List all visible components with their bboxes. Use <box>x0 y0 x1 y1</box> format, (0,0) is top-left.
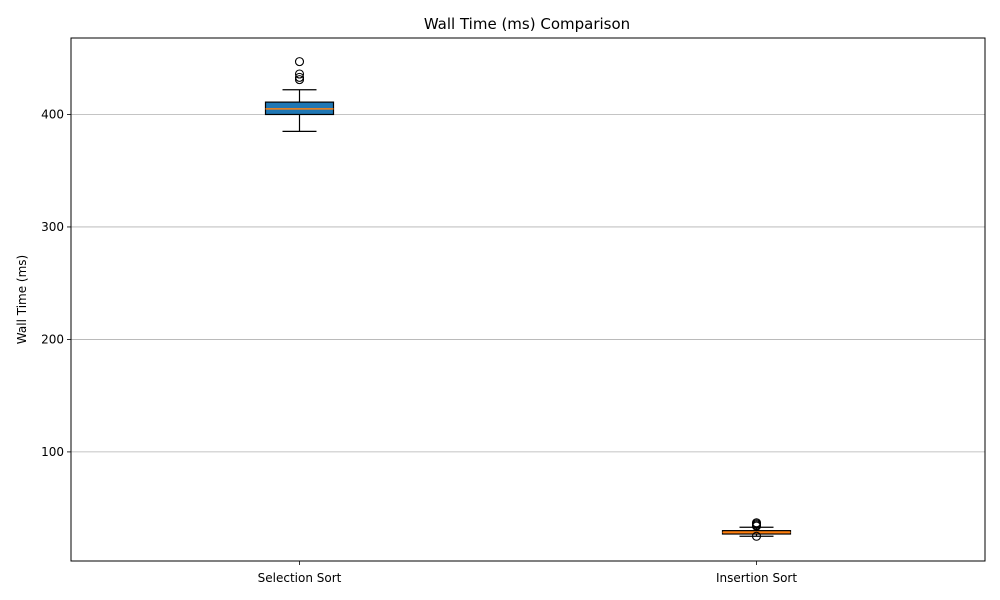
box-selection-sort <box>264 57 335 132</box>
outlier-point <box>294 75 305 85</box>
outlier-point <box>751 531 762 541</box>
x-tick-label: Insertion Sort <box>716 571 797 585</box>
y-tick-label: 300 <box>41 220 64 234</box>
y-tick-label: 400 <box>41 107 64 121</box>
y-tick-label: 200 <box>41 332 64 346</box>
box-insertion-sort <box>721 518 792 541</box>
chart-title: Wall Time (ms) Comparison <box>424 15 630 33</box>
y-axis-label: Wall Time (ms) <box>15 255 29 344</box>
outlier-point <box>294 69 305 79</box>
box-series <box>264 57 792 541</box>
plot-area-frame <box>70 37 986 562</box>
outlier-point <box>294 57 305 67</box>
outlier-point <box>751 518 762 528</box>
x-axis-ticks: Selection Sort Insertion Sort <box>258 561 797 585</box>
y-tick-label: 100 <box>41 445 64 459</box>
y-axis-ticks: 100 200 300 400 <box>41 107 71 459</box>
gridlines <box>71 114 985 453</box>
x-tick-label: Selection Sort <box>258 571 342 585</box>
outlier-point <box>294 72 305 82</box>
